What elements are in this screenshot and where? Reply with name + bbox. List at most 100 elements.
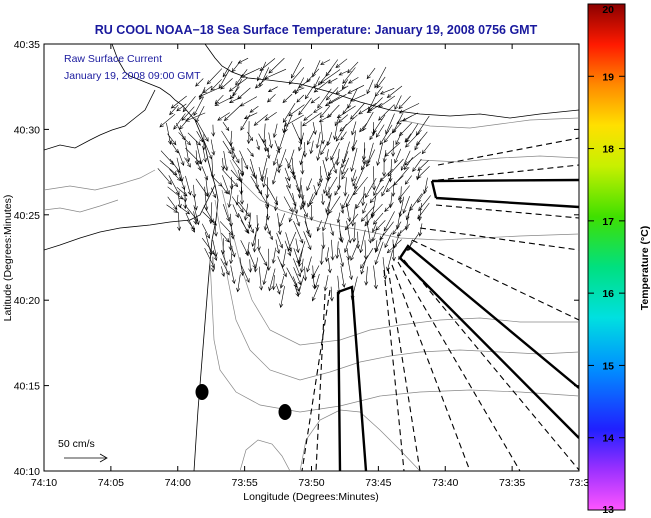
current-vector	[320, 59, 331, 65]
current-vector	[239, 150, 249, 170]
current-vector	[409, 193, 423, 212]
current-vector	[232, 204, 239, 219]
current-vector	[347, 258, 353, 281]
current-vector	[303, 231, 312, 251]
colorbar-tick-label: 19	[602, 71, 614, 83]
current-vector	[210, 79, 222, 91]
current-vector	[334, 185, 341, 196]
current-vector	[236, 274, 241, 293]
current-vector	[282, 103, 296, 123]
current-vector	[249, 105, 259, 113]
current-vector	[275, 283, 281, 295]
current-vector	[417, 202, 430, 220]
current-vector	[268, 268, 276, 292]
current-vector	[185, 140, 191, 163]
current-vector	[256, 239, 261, 251]
current-vector	[391, 140, 396, 157]
current-vector	[281, 248, 287, 269]
current-vector	[372, 114, 386, 134]
map-layer	[44, 44, 579, 471]
current-vector	[298, 132, 304, 152]
current-vector	[277, 213, 282, 236]
current-vector	[340, 266, 346, 288]
current-vector	[202, 148, 207, 163]
current-vector	[325, 247, 329, 263]
current-vector	[256, 139, 261, 151]
current-vector	[366, 222, 373, 244]
current-vector	[185, 112, 206, 122]
current-vector	[262, 168, 268, 188]
current-vector	[298, 97, 312, 116]
current-vector	[169, 104, 179, 116]
current-vector	[272, 151, 279, 166]
current-vector	[306, 256, 312, 273]
current-vector	[230, 223, 235, 240]
x-tick-label: 73:55	[231, 477, 257, 489]
current-vector	[247, 131, 254, 142]
current-vector	[196, 131, 204, 143]
current-vector	[341, 157, 350, 176]
current-vector	[359, 229, 366, 254]
current-vector	[372, 166, 377, 191]
current-vector	[358, 102, 377, 115]
current-vector	[315, 131, 321, 149]
current-vector	[241, 265, 250, 283]
current-vector	[304, 85, 314, 100]
current-vector	[325, 59, 339, 77]
current-vector	[396, 223, 411, 237]
colorbar-tick-label: 18	[602, 144, 614, 156]
current-vector	[240, 186, 245, 205]
current-vector	[220, 258, 230, 276]
current-vector	[316, 220, 322, 232]
current-vector	[383, 132, 392, 143]
current-vector	[283, 114, 304, 127]
x-tick-label: 73:3	[569, 477, 590, 489]
current-vector	[250, 175, 263, 195]
current-vector	[282, 93, 293, 104]
current-vector	[287, 149, 295, 169]
current-vector	[246, 121, 251, 145]
current-vector	[378, 95, 396, 108]
current-vector	[223, 104, 242, 122]
current-vector	[306, 178, 313, 192]
current-vector	[257, 61, 267, 82]
current-vector	[415, 115, 430, 136]
current-vector	[229, 240, 236, 258]
current-vector	[379, 221, 394, 241]
current-vector	[265, 177, 270, 199]
current-vector	[260, 157, 268, 180]
colorbar-tick-label: 15	[602, 360, 614, 372]
current-vector	[333, 121, 338, 141]
current-vector	[217, 112, 230, 121]
current-vector	[195, 78, 204, 87]
colorbar-ticks: 13 14 15 16 17 18 19 20	[588, 3, 625, 516]
current-vector	[211, 256, 216, 273]
current-vector	[304, 214, 310, 235]
current-vector	[186, 219, 195, 231]
current-vector	[335, 58, 348, 69]
current-vector	[295, 214, 301, 227]
current-vector	[279, 276, 285, 289]
scale-arrow	[64, 453, 108, 463]
dashed-radials-southeast	[383, 259, 579, 471]
current-vector	[177, 194, 182, 209]
current-vector	[322, 213, 329, 232]
y-tick-label: 40:20	[14, 295, 40, 307]
current-vector	[320, 141, 329, 156]
current-vector	[379, 88, 395, 95]
current-vector	[221, 232, 230, 243]
dashed-radials-east	[411, 137, 579, 321]
current-vector	[324, 94, 347, 107]
current-vector	[240, 219, 250, 234]
x-tick-label: 73:45	[365, 477, 391, 489]
current-vector	[386, 85, 403, 99]
current-vector	[320, 193, 325, 206]
current-vector	[313, 79, 331, 93]
current-vector	[398, 103, 420, 114]
transect-lines	[301, 137, 579, 471]
current-vector	[230, 265, 236, 285]
current-vector	[183, 195, 188, 210]
current-vector	[293, 267, 302, 286]
current-vector	[366, 67, 376, 80]
current-vector	[398, 122, 413, 137]
